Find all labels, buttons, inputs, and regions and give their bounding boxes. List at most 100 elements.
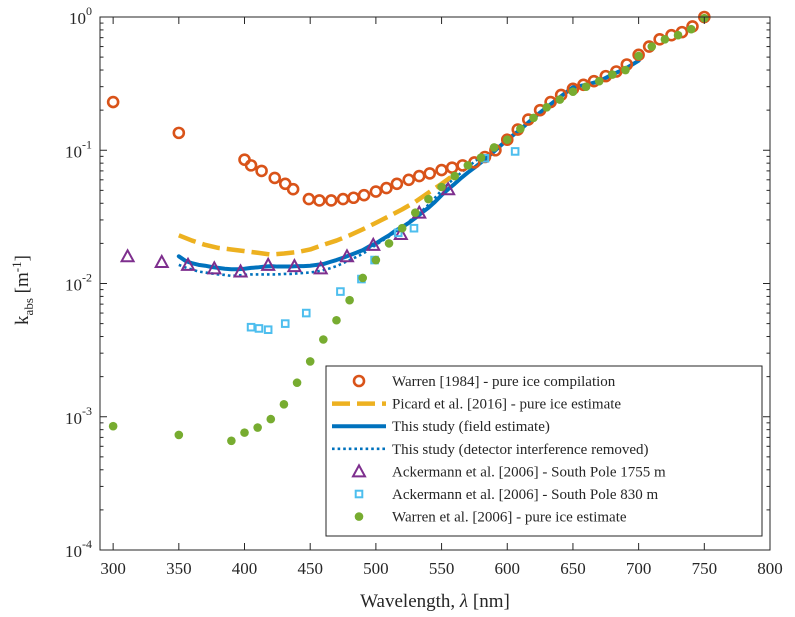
data-point: [106, 95, 120, 109]
data-point: [313, 194, 326, 207]
series-line: [177, 172, 457, 257]
data-point: [232, 263, 249, 278]
data-point: [450, 171, 460, 181]
data-point: [301, 308, 311, 318]
data-point: [253, 423, 262, 432]
y-tick-label: 100: [69, 4, 92, 28]
data-point: [357, 188, 371, 202]
data-point: [324, 194, 338, 207]
x-tick-label: 800: [757, 559, 783, 578]
y-tick-label: 10-1: [65, 137, 92, 161]
series-layer: [106, 10, 711, 446]
data-point: [686, 24, 696, 34]
data-point: [302, 192, 316, 206]
data-point: [393, 225, 409, 241]
legend-swatch: [351, 463, 367, 478]
x-tick-label: 450: [297, 559, 323, 578]
data-point: [358, 273, 368, 283]
legend-entry: Ackermann et al. [2006] - South Pole 175…: [351, 463, 666, 480]
axis-layer: 300 350 400 450 500 550 600 650 700 750 800 100 10-1…: [65, 4, 783, 578]
data-point: [154, 253, 170, 268]
data-point: [634, 51, 643, 61]
data-point: [369, 185, 383, 198]
legend-entry: Warren [1984] - pure ice compilation: [352, 374, 616, 390]
series-1: [106, 10, 711, 207]
data-point: [423, 167, 437, 180]
data-point: [594, 76, 604, 86]
data-point: [292, 378, 302, 388]
legend-label: Warren et al. [2006] - pure ice estimate: [392, 510, 627, 526]
x-tick-label: 750: [692, 559, 718, 578]
data-point: [345, 295, 354, 305]
data-point: [555, 95, 565, 104]
data-point: [608, 70, 617, 79]
data-point: [500, 133, 514, 146]
data-point: [402, 173, 416, 187]
data-point: [516, 124, 525, 134]
data-point: [437, 182, 446, 192]
data-point: [332, 315, 341, 325]
data-point: [384, 239, 394, 248]
data-point: [673, 30, 683, 40]
x-tick-label: 600: [495, 559, 521, 578]
data-point: [445, 161, 459, 174]
legend-label: Picard et al. [2016] - pure ice estimate: [392, 397, 621, 413]
data-point: [660, 35, 670, 44]
data-point: [380, 181, 393, 195]
y-tick-label: 10-2: [65, 271, 92, 295]
legend-label: Ackermann et al. [2006] - South Pole 830…: [392, 487, 659, 503]
data-point: [510, 147, 520, 156]
x-tick-label: 650: [560, 559, 586, 578]
legend-label: Ackermann et al. [2006] - South Pole 175…: [392, 464, 666, 480]
data-point: [286, 182, 300, 196]
y-axis-title: kabs [m-1]: [9, 255, 36, 325]
x-tick-label: 350: [166, 559, 192, 578]
legend-entry: Picard et al. [2016] - pure ice estimate: [332, 397, 621, 413]
legend-swatch: [352, 374, 366, 388]
data-point: [336, 192, 350, 206]
data-point: [174, 430, 184, 440]
data-point: [435, 163, 448, 177]
data-point: [568, 87, 578, 97]
data-point: [424, 194, 433, 204]
data-point: [263, 325, 273, 335]
data-point: [463, 161, 473, 170]
data-point: [180, 256, 196, 271]
data-point: [255, 164, 268, 178]
data-point: [260, 256, 276, 271]
x-tick-label: 550: [429, 559, 455, 578]
series-7: [108, 13, 709, 446]
x-tick-label: 400: [232, 559, 258, 578]
y-tick-label: 10-3: [65, 404, 92, 428]
data-point: [119, 248, 136, 263]
data-point: [254, 324, 264, 333]
data-point: [489, 143, 499, 152]
legend-swatch: [354, 512, 364, 521]
data-point: [279, 400, 289, 409]
data-point: [319, 335, 328, 344]
data-point: [621, 65, 630, 75]
data-point: [268, 171, 282, 185]
series-line: [178, 155, 482, 278]
data-point: [336, 287, 345, 296]
data-point: [390, 177, 404, 191]
legend-box: [325, 365, 763, 537]
data-point: [347, 191, 360, 205]
data-point: [581, 82, 591, 91]
data-point: [108, 421, 118, 431]
data-point: [409, 223, 419, 233]
legend-label: Warren [1984] - pure ice compilation: [392, 374, 616, 390]
legend-swatch: [354, 489, 364, 499]
data-point: [365, 236, 381, 251]
legend-entry: This study (detector interference remove…: [332, 442, 649, 458]
series-2: [177, 172, 457, 257]
data-point: [305, 357, 315, 366]
data-point: [529, 113, 538, 123]
data-point: [280, 319, 290, 328]
data-point: [227, 436, 236, 446]
data-point: [371, 255, 381, 265]
legend-entry: Warren et al. [2006] - pure ice estimate: [354, 510, 627, 526]
data-point: [339, 248, 355, 263]
series-4: [178, 155, 482, 278]
